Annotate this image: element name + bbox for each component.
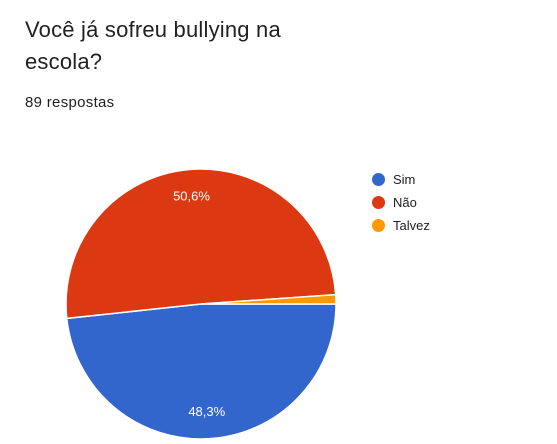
legend-swatch-sim (372, 173, 385, 186)
legend-item-nao[interactable]: Não (372, 191, 430, 214)
legend-label-nao: Não (393, 195, 417, 210)
legend-item-talvez[interactable]: Talvez (372, 214, 430, 237)
legend-label-sim: Sim (393, 172, 416, 187)
slice-sim-label: 48,3% (188, 404, 225, 419)
slice-sim[interactable] (65, 303, 337, 440)
legend-swatch-talvez (372, 219, 385, 232)
slice-nao[interactable] (65, 168, 337, 320)
question-title: Você já sofreu bullying na escola? (25, 17, 281, 74)
legend-swatch-nao (372, 196, 385, 209)
slice-nao-label: 50,6% (173, 188, 210, 203)
legend-label-talvez: Talvez (393, 218, 430, 233)
slice-talvez[interactable] (200, 293, 337, 305)
chart-legend: Sim Não Talvez (372, 168, 430, 237)
response-count: 89 respostas (25, 94, 115, 111)
legend-item-sim[interactable]: Sim (372, 168, 430, 191)
